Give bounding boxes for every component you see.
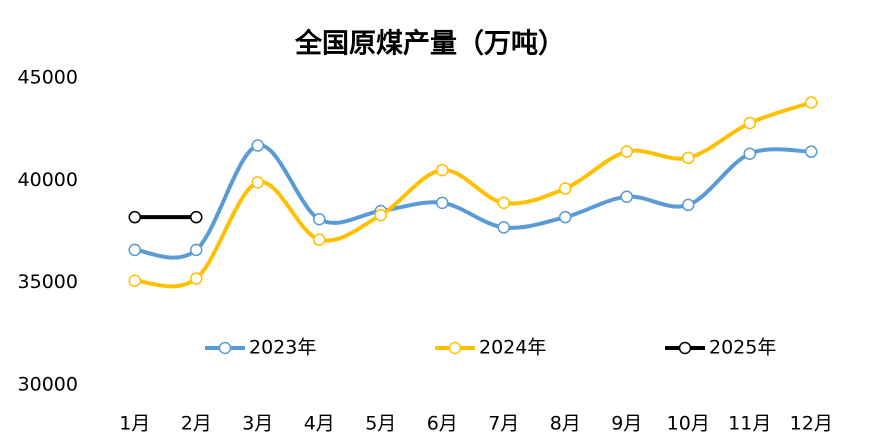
legend-marker [448,341,462,355]
point-marker [497,196,510,210]
point-marker [128,274,141,287]
y-tick-label: 35000 [18,271,78,293]
series-line [132,143,814,260]
point-marker [805,145,818,158]
point-marker [128,243,141,257]
x-tick-label: 7月 [488,413,519,435]
legend-label: 2024年 [479,337,546,359]
point-marker [313,233,326,246]
x-tick-label: 1月 [119,413,150,435]
legend-marker [678,341,692,355]
y-tick-label: 40000 [18,169,78,191]
point-marker [682,151,695,165]
point-marker [620,190,633,203]
point-marker [190,243,203,257]
point-marker [128,210,141,224]
point-marker [190,210,203,224]
x-tick-label: 11月 [728,413,771,435]
point-marker [436,196,449,210]
point-marker [682,198,695,212]
x-tick-label: 5月 [365,413,396,435]
series-line [132,100,814,289]
legend-label: 2023年 [249,337,316,359]
x-tick-label: 4月 [304,413,335,435]
chart-title: 全国原煤产量（万吨） [294,28,565,60]
point-marker [743,147,756,160]
point-marker [251,139,264,152]
x-tick-label: 3月 [242,413,273,435]
point-marker [559,182,572,195]
point-marker [620,145,633,158]
point-marker [559,210,572,224]
point-marker [497,221,510,234]
x-tick-label: 2月 [181,413,212,435]
point-marker [436,163,449,177]
x-tick-label: 10月 [667,413,710,435]
x-tick-label: 8月 [550,413,581,435]
point-marker [743,116,756,130]
point-marker [805,96,818,109]
x-tick-label: 9月 [611,413,642,435]
point-marker [190,272,203,285]
point-marker [313,212,326,226]
x-tick-label: 6月 [427,413,458,435]
legend-label: 2025年 [709,337,776,359]
point-marker [251,176,264,189]
legend-marker [218,341,232,355]
x-tick-label: 12月 [790,413,833,435]
point-marker [374,208,387,222]
y-tick-label: 30000 [18,374,78,396]
y-tick-label: 45000 [18,67,78,89]
